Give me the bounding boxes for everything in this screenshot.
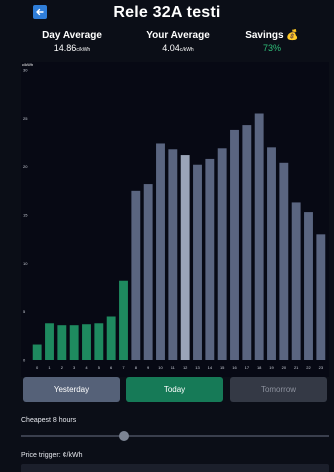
day-tabs: Yesterday Today Tomorrow — [23, 377, 329, 403]
cheapest-hours-slider[interactable] — [21, 435, 329, 437]
chart-bar[interactable] — [242, 125, 252, 360]
yesterday-button[interactable]: Yesterday — [23, 377, 120, 402]
chart-bar[interactable] — [32, 344, 42, 360]
chart-bar[interactable] — [291, 202, 301, 360]
y-axis-unit-label: c/kWh — [22, 62, 33, 67]
arrow-left-icon — [36, 8, 44, 16]
chart-bar[interactable] — [304, 212, 313, 360]
chart-bar[interactable] — [94, 323, 104, 360]
x-tick-label: 13 — [195, 365, 200, 370]
chart-bar[interactable] — [143, 184, 153, 360]
x-tick-label: 7 — [122, 365, 125, 370]
day-average-value: 14.86c/kWh — [53, 43, 91, 53]
y-tick-label: 0 — [23, 358, 26, 363]
x-tick-label: 6 — [110, 365, 113, 370]
price-trigger-input[interactable] — [21, 464, 329, 472]
day-average-label: Day Average — [42, 30, 102, 41]
chart-bar[interactable] — [168, 149, 178, 360]
y-tick-label: 15 — [23, 213, 28, 218]
chart-bar[interactable] — [279, 162, 289, 360]
x-tick-label: 19 — [269, 365, 274, 370]
y-tick-label: 20 — [23, 164, 28, 169]
x-tick-label: 21 — [294, 365, 299, 370]
chart-bar[interactable] — [180, 155, 190, 360]
your-average-label: Your Average — [146, 30, 210, 41]
your-average-value: 4.04c/kWh — [162, 43, 194, 53]
x-tick-label: 3 — [73, 365, 76, 370]
today-button[interactable]: Today — [126, 377, 223, 402]
tomorrow-button[interactable]: Tomorrow — [230, 377, 327, 402]
x-tick-label: 0 — [36, 365, 39, 370]
x-tick-label: 23 — [319, 365, 324, 370]
chart-bar[interactable] — [230, 129, 239, 360]
app-header: Rele 32A testi — [0, 0, 334, 28]
chart-bar[interactable] — [57, 325, 67, 360]
x-tick-label: 1 — [48, 365, 51, 370]
x-tick-label: 16 — [232, 365, 237, 370]
slider-thumb[interactable] — [118, 431, 129, 441]
x-tick-label: 10 — [158, 365, 163, 370]
chart-bar[interactable] — [254, 113, 264, 361]
chart-bar[interactable] — [69, 325, 79, 360]
chart-bar[interactable] — [193, 164, 202, 360]
chart-bar[interactable] — [205, 158, 215, 360]
y-tick-label: 30 — [23, 68, 28, 73]
stats-row: Day Average 14.86c/kWh Your Average 4.04… — [0, 30, 334, 62]
x-tick-label: 8 — [135, 365, 138, 370]
your-average-stat: Your Average 4.04c/kWh — [128, 30, 228, 53]
page-title: Rele 32A testi — [113, 4, 221, 21]
x-tick-label: 9 — [147, 365, 150, 370]
x-tick-label: 20 — [282, 365, 287, 370]
x-tick-label: 14 — [208, 365, 213, 370]
x-tick-label: 18 — [257, 365, 262, 370]
x-tick-label: 22 — [306, 365, 311, 370]
x-tick-label: 17 — [245, 365, 250, 370]
day-average-stat: Day Average 14.86c/kWh — [22, 30, 122, 53]
chart-bar[interactable] — [106, 316, 116, 361]
x-tick-label: 12 — [183, 365, 188, 370]
x-tick-label: 11 — [171, 365, 176, 370]
price-chart: c/kWh 0 5 10 15 20 25 30 0 1 2 3 4 5 6 7 8 9 10 11 12 13 14 15 1… — [21, 62, 329, 377]
chart-bar[interactable] — [119, 280, 128, 360]
chart-bar[interactable] — [45, 323, 54, 360]
x-tick-label: 4 — [85, 365, 88, 370]
chart-bar[interactable] — [131, 190, 141, 360]
savings-label: Savings 💰 — [245, 30, 299, 41]
y-tick-label: 25 — [23, 116, 28, 121]
back-button[interactable] — [33, 5, 47, 19]
chart-bar[interactable] — [267, 147, 276, 360]
y-tick-label: 10 — [23, 261, 28, 266]
savings-value: 73% — [262, 43, 281, 53]
chart-bar[interactable] — [217, 148, 227, 360]
savings-stat: Savings 💰 73% — [222, 30, 322, 53]
x-tick-label: 15 — [220, 365, 225, 370]
chart-bar[interactable] — [316, 234, 326, 360]
cheapest-hours-label: Cheapest 8 hours — [21, 417, 77, 424]
price-trigger-label: Price trigger: ¢/kWh — [21, 452, 83, 459]
chart-bar[interactable] — [156, 143, 165, 360]
y-tick-label: 5 — [23, 309, 26, 314]
chart-bar[interactable] — [82, 324, 91, 360]
x-tick-label: 5 — [98, 365, 101, 370]
x-tick-label: 2 — [61, 365, 64, 370]
